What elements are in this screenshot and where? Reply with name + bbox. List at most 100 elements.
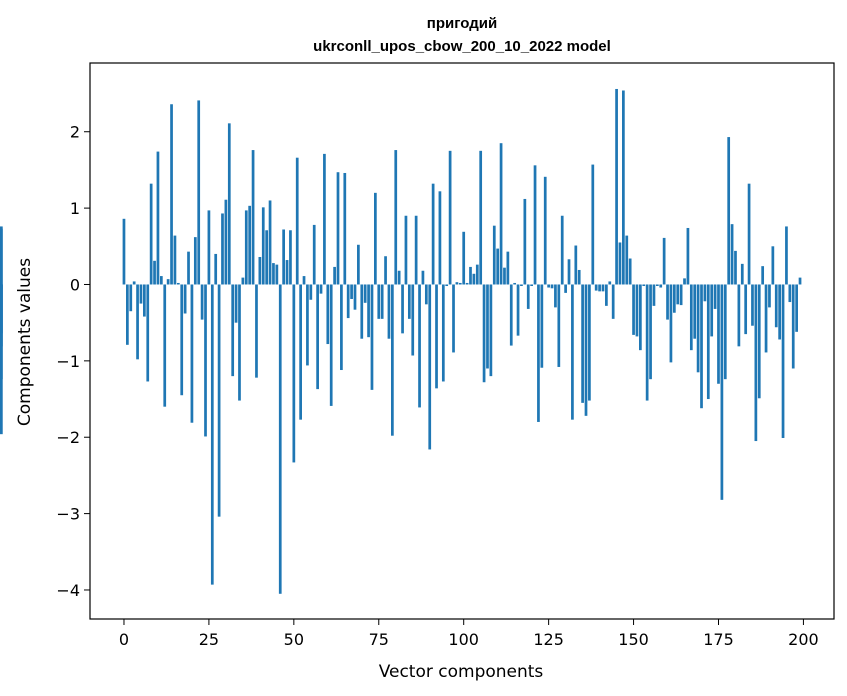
bar [462,231,466,285]
bar [509,284,513,346]
bar [234,284,238,323]
bar [136,284,139,360]
bar [414,215,418,285]
x-tick-label: 0 [119,630,129,649]
bar [727,137,731,285]
bar [713,284,717,309]
bar [672,284,676,313]
bar [591,164,595,285]
bar [343,172,347,285]
bar [635,284,639,337]
bar [520,284,523,287]
bar [795,284,798,332]
bar [669,284,673,363]
bar [323,153,326,285]
bar [153,260,156,285]
bar [207,210,211,285]
bar [649,284,652,380]
y-axis-label: Components values [15,258,35,426]
bar [367,284,370,338]
bar [530,284,533,287]
bar [126,284,129,345]
bar [360,284,364,339]
bar [0,226,3,285]
bar [353,284,357,310]
chart-title: пригодий [427,15,497,32]
bar [319,284,323,294]
bar [357,244,360,285]
bar [574,245,578,285]
bar [717,284,720,384]
bar [421,270,425,285]
bar [244,210,248,285]
bar [598,284,601,292]
bar [754,284,758,442]
bar [312,224,316,285]
bar [615,88,618,285]
bar [180,284,184,396]
bar [608,281,612,285]
bar [625,235,629,285]
bar [601,284,605,292]
bar [163,284,167,407]
bar [652,284,656,306]
bar [513,282,517,285]
x-tick-label: 75 [369,630,389,649]
bar [272,263,275,285]
bar [411,284,415,356]
bar [605,284,608,306]
bar [299,284,302,420]
bar-series [0,88,802,594]
bar [757,284,761,399]
y-tick-label: 0 [70,275,80,294]
bar [132,281,136,285]
bar [723,284,727,380]
bar [662,237,666,285]
bar [676,284,680,305]
bar [506,251,510,285]
bar [251,150,255,285]
bar [224,199,228,285]
bar [778,284,781,340]
bar [710,284,714,337]
bar [781,284,785,438]
bar [703,284,707,302]
bar [261,207,265,285]
x-axis-ticks: 0 25 50 75 100 125 150 175 200 [119,619,819,649]
bar [282,229,285,285]
bar [435,284,438,389]
bar [404,215,408,285]
bar [581,284,584,403]
bar [248,205,252,285]
bar [292,284,296,463]
bar [761,266,765,285]
bar [391,284,394,436]
bar [384,256,387,285]
bar [350,284,353,299]
bar [720,284,724,500]
bar [588,284,591,401]
bar [149,183,153,285]
bar [618,242,622,285]
bar [706,284,710,400]
bar [316,284,319,390]
bar [407,284,411,319]
bar [798,277,802,285]
bar [571,284,574,420]
bar [129,284,133,312]
bar [751,284,754,326]
bar [241,277,245,285]
bar [730,224,734,285]
bar [397,270,401,285]
bar [533,165,537,285]
x-tick-label: 150 [618,630,649,649]
bar [785,226,788,285]
bar [560,215,564,285]
bar [771,246,775,285]
bar [200,284,204,320]
bar [567,259,571,285]
bar [455,282,459,285]
bar [380,284,384,319]
bar [146,284,150,382]
